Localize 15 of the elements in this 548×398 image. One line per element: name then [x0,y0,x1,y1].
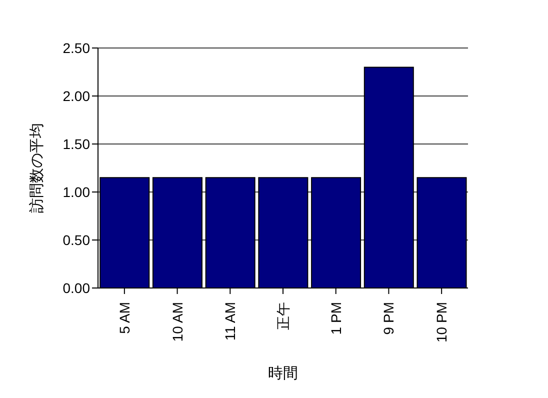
x-tick-label: 9 PM [380,302,397,335]
y-tick-label: 1.00 [62,184,90,200]
x-tick-label: 1 PM [328,302,344,335]
y-tick-label: 2.00 [62,88,90,104]
y-tick-label: 2.50 [62,40,90,56]
x-tick-label: 5 AM [116,302,132,334]
x-tick-label: 10 AM [169,302,186,342]
x-tick-label: 正午 [275,302,291,330]
y-tick-label: 0.50 [62,232,90,248]
y-axis-title: 訪問数の平均 [28,123,46,213]
x-tick-label: 10 PM [434,302,450,342]
x-tick-label: 11 AM [222,302,238,341]
x-axis-title: 時間 [268,365,298,382]
y-tick-label: 1.50 [62,136,90,152]
y-tick-label: 0.00 [62,280,90,296]
